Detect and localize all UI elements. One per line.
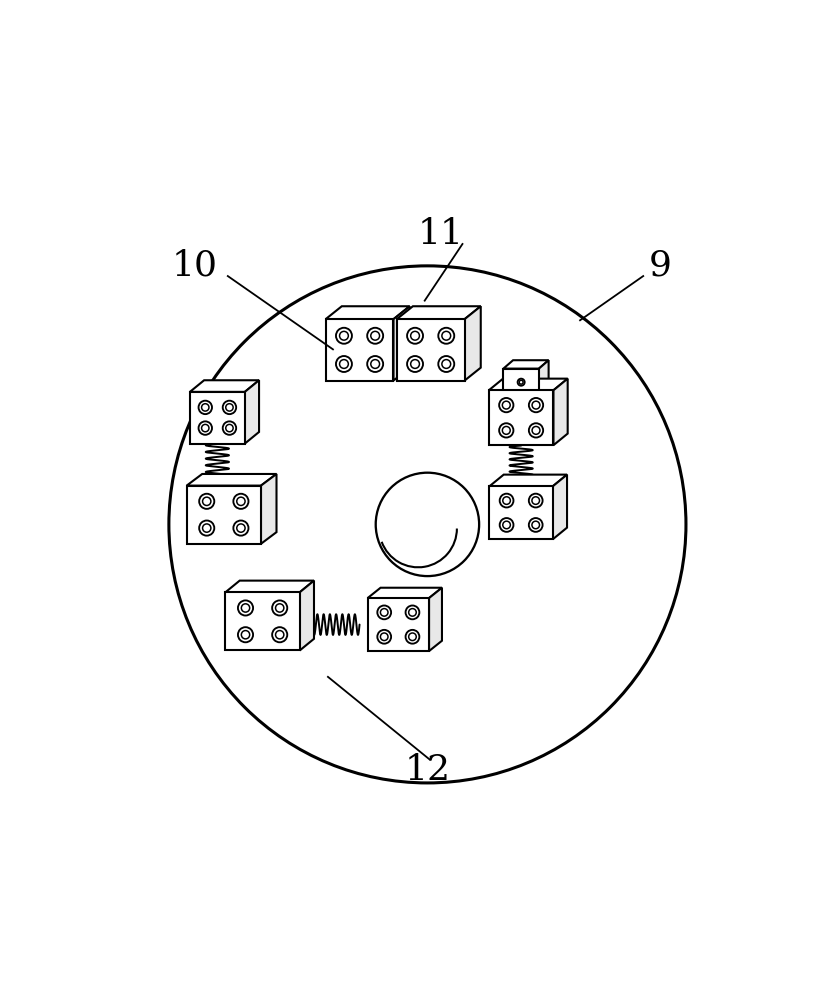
Circle shape [226, 424, 234, 432]
Circle shape [275, 631, 284, 639]
Polygon shape [225, 592, 299, 650]
Circle shape [199, 494, 214, 509]
Circle shape [238, 600, 253, 616]
Circle shape [199, 521, 214, 536]
Polygon shape [299, 581, 314, 650]
Circle shape [202, 404, 209, 411]
Circle shape [241, 631, 249, 639]
Circle shape [202, 424, 209, 432]
Polygon shape [261, 474, 277, 544]
Circle shape [442, 360, 450, 368]
Circle shape [237, 497, 245, 505]
Polygon shape [465, 306, 480, 381]
Circle shape [439, 356, 455, 372]
Text: 11: 11 [417, 217, 464, 251]
Circle shape [380, 609, 388, 616]
Circle shape [226, 404, 234, 411]
Polygon shape [489, 379, 568, 390]
Polygon shape [490, 486, 553, 539]
Circle shape [377, 630, 391, 644]
Circle shape [410, 331, 420, 340]
Polygon shape [187, 486, 261, 544]
Polygon shape [325, 306, 409, 319]
Circle shape [500, 494, 514, 507]
Circle shape [339, 360, 349, 368]
Circle shape [529, 494, 543, 507]
Circle shape [223, 421, 236, 435]
Polygon shape [325, 319, 394, 381]
Circle shape [272, 627, 287, 642]
Text: 10: 10 [172, 249, 218, 283]
Circle shape [405, 605, 420, 619]
Circle shape [272, 600, 287, 616]
Polygon shape [553, 475, 567, 539]
Circle shape [529, 518, 543, 532]
Circle shape [339, 331, 349, 340]
Circle shape [409, 633, 416, 641]
Circle shape [198, 421, 212, 435]
Circle shape [439, 328, 455, 344]
Circle shape [367, 328, 383, 344]
Circle shape [407, 328, 423, 344]
Circle shape [336, 328, 352, 344]
Circle shape [518, 379, 525, 386]
Circle shape [442, 331, 450, 340]
Circle shape [203, 524, 211, 532]
Polygon shape [504, 369, 539, 396]
Circle shape [499, 398, 514, 412]
Circle shape [371, 331, 379, 340]
Circle shape [532, 497, 540, 504]
Circle shape [532, 401, 540, 409]
Polygon shape [554, 379, 568, 445]
Circle shape [502, 401, 510, 409]
Circle shape [336, 356, 352, 372]
Circle shape [503, 497, 510, 504]
Circle shape [237, 524, 245, 532]
Circle shape [275, 604, 284, 612]
Circle shape [410, 360, 420, 368]
Polygon shape [394, 306, 409, 381]
Circle shape [500, 518, 514, 532]
Circle shape [405, 630, 420, 644]
Circle shape [380, 633, 388, 641]
Circle shape [168, 266, 686, 783]
Text: 12: 12 [404, 753, 450, 787]
Circle shape [532, 521, 540, 529]
Circle shape [241, 604, 249, 612]
Circle shape [238, 627, 253, 642]
Circle shape [529, 398, 543, 412]
Circle shape [234, 521, 249, 536]
Circle shape [203, 497, 211, 505]
Polygon shape [490, 475, 567, 486]
Circle shape [532, 426, 540, 434]
Circle shape [529, 423, 543, 438]
Polygon shape [368, 588, 442, 598]
Polygon shape [397, 319, 465, 381]
Polygon shape [225, 581, 314, 592]
Circle shape [371, 360, 379, 368]
Polygon shape [245, 380, 259, 444]
Polygon shape [190, 380, 259, 392]
Circle shape [502, 426, 510, 434]
Circle shape [503, 521, 510, 529]
Circle shape [234, 494, 249, 509]
Circle shape [409, 609, 416, 616]
Polygon shape [429, 588, 442, 651]
Polygon shape [489, 390, 554, 445]
Circle shape [198, 401, 212, 414]
Polygon shape [504, 360, 549, 369]
Polygon shape [187, 474, 277, 486]
Circle shape [367, 356, 383, 372]
Circle shape [499, 423, 514, 438]
Polygon shape [397, 306, 480, 319]
Circle shape [377, 605, 391, 619]
Circle shape [520, 380, 523, 384]
Polygon shape [190, 392, 245, 444]
Polygon shape [368, 598, 429, 651]
Polygon shape [539, 360, 549, 396]
Circle shape [407, 356, 423, 372]
Circle shape [223, 401, 236, 414]
Circle shape [375, 473, 479, 576]
Text: 9: 9 [649, 249, 671, 283]
